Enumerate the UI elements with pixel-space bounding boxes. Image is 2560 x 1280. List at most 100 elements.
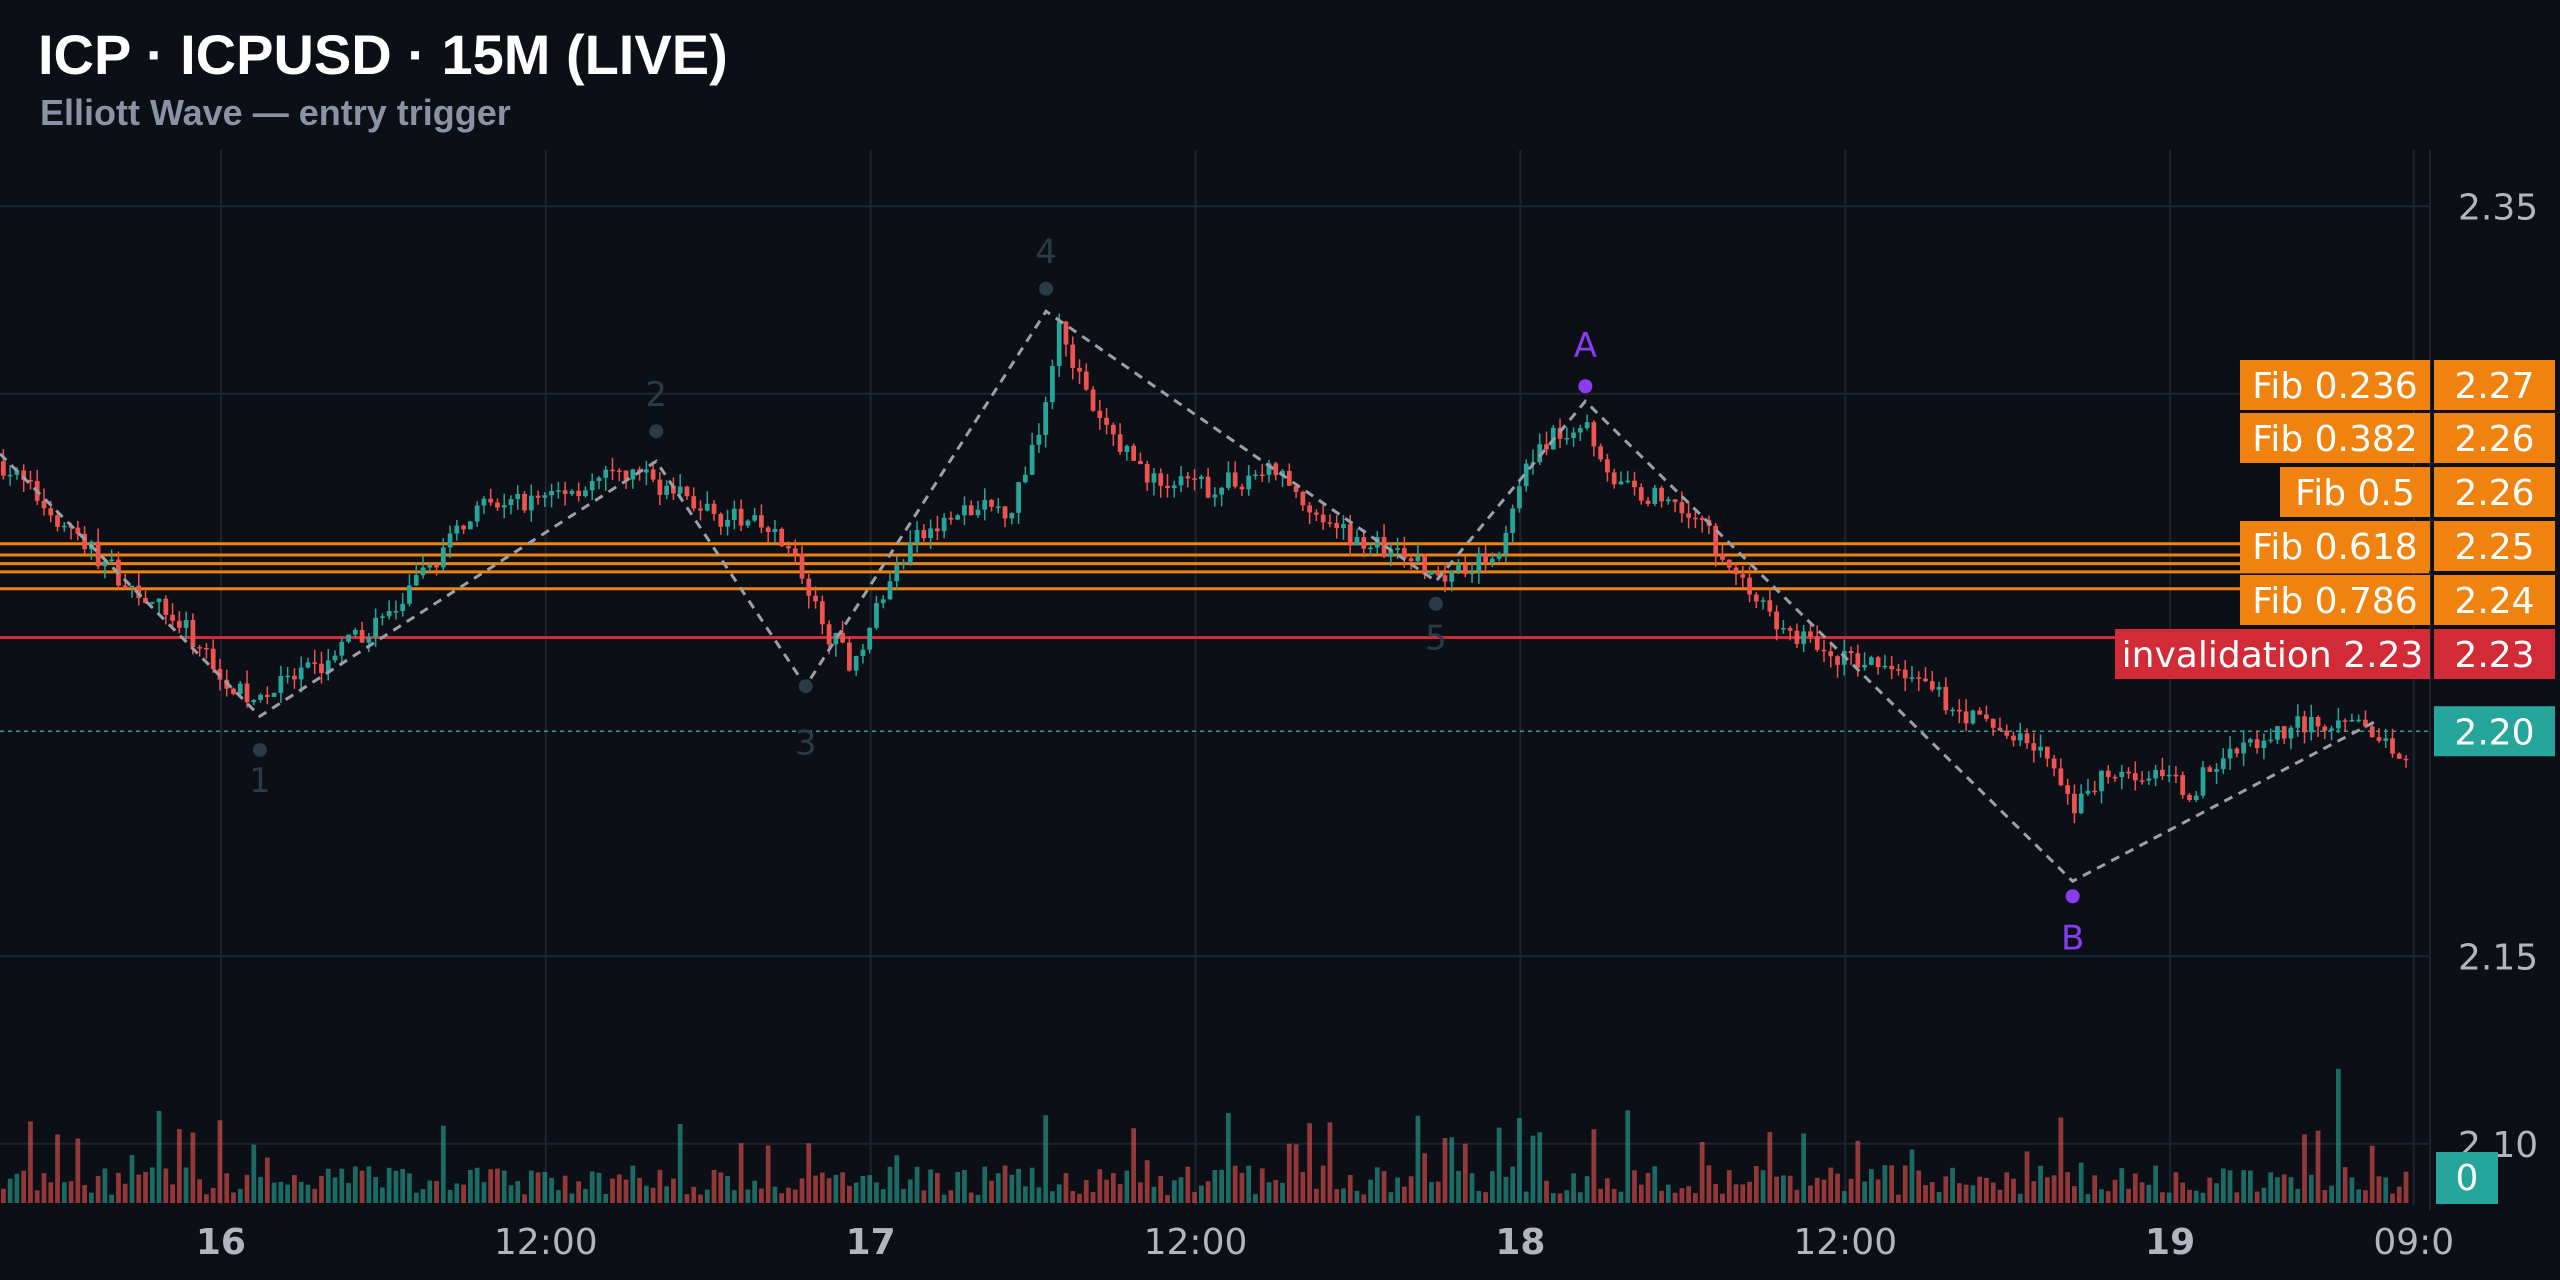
candle-body bbox=[1929, 681, 1935, 690]
candle-body bbox=[1198, 476, 1204, 480]
candle-body bbox=[251, 699, 257, 703]
candle-body bbox=[1226, 472, 1231, 488]
volume-bar bbox=[847, 1185, 852, 1203]
candle-body bbox=[210, 648, 216, 670]
candle-body bbox=[1767, 600, 1773, 612]
volume-bar bbox=[1124, 1170, 1130, 1203]
candle-body bbox=[1855, 653, 1861, 668]
candle-body bbox=[1808, 631, 1813, 637]
volume-bar bbox=[2146, 1184, 2152, 1203]
volume-bar bbox=[1693, 1193, 1698, 1203]
candle-body bbox=[968, 505, 974, 516]
volume-last-label: 0 bbox=[2456, 1158, 2479, 1199]
volume-bar bbox=[2335, 1068, 2341, 1203]
volume-bar bbox=[650, 1187, 656, 1203]
candle-body bbox=[1814, 636, 1820, 650]
fib-tag-value: 2.26 bbox=[2454, 473, 2534, 514]
volume-bar bbox=[1902, 1165, 1908, 1203]
candle-body bbox=[1273, 463, 1279, 476]
volume-bar bbox=[305, 1184, 311, 1203]
candle-body bbox=[1517, 486, 1522, 509]
candle-body bbox=[2173, 774, 2179, 777]
time-tick-label: 19 bbox=[2145, 1222, 2195, 1263]
volume-bar bbox=[319, 1175, 324, 1203]
volume-bar bbox=[1882, 1165, 1888, 1203]
candle-body bbox=[2187, 794, 2192, 800]
wave-marker bbox=[252, 743, 267, 757]
candle-body bbox=[2234, 748, 2240, 754]
candle-body bbox=[2112, 776, 2118, 779]
candle-body bbox=[1699, 517, 1705, 520]
volume-bar bbox=[1841, 1191, 1847, 1203]
volume-bar bbox=[2220, 1168, 2226, 1203]
candle-body bbox=[298, 667, 304, 680]
invalidation-tag-value: 2.23 bbox=[2454, 635, 2534, 676]
candle-body bbox=[1341, 524, 1346, 529]
candle-body bbox=[204, 647, 209, 650]
volume-bar bbox=[1828, 1167, 1834, 1203]
candle-body bbox=[589, 481, 595, 491]
fib-tag-name-box bbox=[2240, 413, 2430, 463]
volume-bar bbox=[528, 1170, 534, 1203]
volume-bar bbox=[664, 1186, 670, 1203]
volume-bar bbox=[1814, 1177, 1820, 1203]
candle-body bbox=[1510, 508, 1516, 533]
wave-zigzag bbox=[0, 309, 2379, 884]
candle-body bbox=[1083, 371, 1089, 390]
fib-tag-value-box bbox=[2434, 467, 2555, 517]
candle-body bbox=[48, 508, 54, 516]
volume-bar bbox=[1645, 1173, 1651, 1203]
volume-bar bbox=[400, 1169, 406, 1203]
candle-body bbox=[1388, 549, 1394, 557]
candle-body bbox=[1334, 522, 1340, 529]
candle-body bbox=[1848, 651, 1854, 654]
candle-body bbox=[2315, 716, 2321, 727]
volume-bar bbox=[258, 1176, 263, 1203]
volume-bars bbox=[1, 1068, 2409, 1203]
volume-bar bbox=[2126, 1188, 2131, 1203]
time-tick-label: 17 bbox=[846, 1222, 896, 1263]
volume-bar bbox=[21, 1170, 27, 1203]
candle-body bbox=[1449, 571, 1455, 582]
volume-bar bbox=[1070, 1191, 1076, 1203]
volume-bar bbox=[853, 1182, 859, 1203]
volume-bar bbox=[264, 1157, 270, 1203]
candle-body bbox=[1016, 482, 1021, 513]
volume-bar bbox=[2139, 1182, 2145, 1203]
fib-tag-value-box bbox=[2434, 575, 2555, 625]
volume-bar bbox=[122, 1183, 128, 1203]
candle-body bbox=[413, 575, 419, 586]
volume-bar bbox=[1, 1188, 6, 1203]
volume-bar bbox=[88, 1192, 94, 1203]
candle-body bbox=[1050, 366, 1055, 403]
volume-bar bbox=[1104, 1179, 1109, 1203]
volume-bar bbox=[61, 1182, 67, 1203]
volume-bar bbox=[840, 1172, 845, 1203]
candle-body bbox=[562, 490, 568, 494]
volume-bar bbox=[2173, 1172, 2179, 1203]
candle-body bbox=[887, 581, 893, 600]
volume-bar bbox=[2092, 1175, 2098, 1203]
volume-bar bbox=[542, 1171, 548, 1203]
candle-body bbox=[1435, 571, 1441, 576]
candle-body bbox=[2342, 720, 2348, 722]
volume-bar bbox=[1510, 1166, 1516, 1203]
volume-bar bbox=[941, 1194, 947, 1203]
time-axis[interactable]: 16 12:00 17 12:00 18 12:00 19 09:0 bbox=[196, 1222, 2454, 1263]
candle-body bbox=[2024, 733, 2030, 744]
candle-body bbox=[183, 619, 189, 628]
volume-bar bbox=[1544, 1180, 1549, 1203]
candle-body bbox=[650, 469, 656, 480]
candle-body bbox=[819, 601, 825, 625]
volume-bar bbox=[1273, 1180, 1279, 1203]
candle-body bbox=[2288, 727, 2294, 739]
candle-body bbox=[1564, 437, 1570, 440]
volume-bar bbox=[116, 1172, 121, 1203]
volume-bar bbox=[610, 1178, 615, 1203]
wave-label-1: 1 bbox=[249, 761, 271, 801]
fib-tag-value: 2.27 bbox=[2454, 366, 2534, 407]
volume-bar bbox=[2369, 1145, 2375, 1203]
volume-bar bbox=[1489, 1171, 1495, 1203]
